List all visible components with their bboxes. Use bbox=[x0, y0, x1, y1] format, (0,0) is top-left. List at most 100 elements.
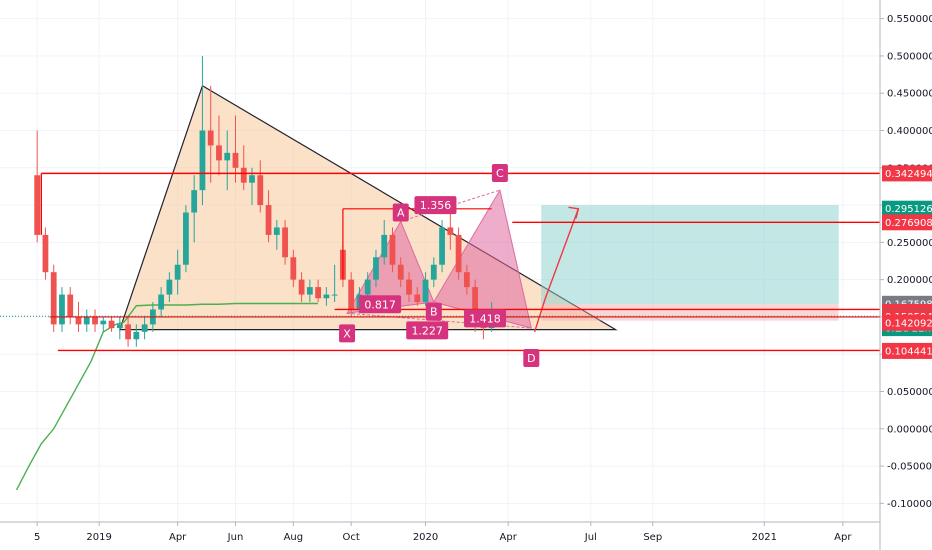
price-tag-text: 0.295126 bbox=[885, 204, 932, 215]
point-label-bg bbox=[523, 348, 540, 367]
y-tick-label: 0.200000 bbox=[887, 275, 932, 286]
point-label-x: X bbox=[339, 324, 356, 343]
price-tag-bg bbox=[882, 342, 932, 359]
candle-body bbox=[364, 279, 371, 295]
ratio-label-text: 1.356 bbox=[420, 199, 452, 212]
candle-body bbox=[224, 152, 231, 161]
point-label-c: C bbox=[491, 164, 508, 183]
candle-body bbox=[290, 257, 297, 280]
ratio-label-text: 1.418 bbox=[469, 312, 501, 325]
ratio-label-bg bbox=[414, 196, 457, 215]
point-label-text: C bbox=[496, 167, 504, 180]
x-tick-label: Jun bbox=[227, 532, 244, 543]
point-label-bg bbox=[491, 164, 508, 183]
candle-body bbox=[397, 264, 404, 280]
target-zone bbox=[533, 205, 839, 333]
point-label-bg bbox=[425, 302, 442, 321]
candle-body bbox=[199, 130, 206, 191]
x-tick-label: Aug bbox=[284, 532, 304, 543]
candle-body bbox=[183, 212, 189, 265]
candle-body bbox=[216, 145, 222, 161]
candle-body bbox=[331, 294, 338, 296]
candle-body bbox=[158, 294, 165, 310]
candle-body bbox=[67, 294, 74, 317]
harmonic-xb bbox=[346, 301, 434, 314]
x-tick-label: Sep bbox=[643, 532, 662, 543]
price-tag: 0.104441 bbox=[882, 342, 932, 359]
ratio-label: 1.227 bbox=[406, 321, 449, 340]
price-tag-text: 0.104441 bbox=[885, 346, 932, 357]
point-label-a: A bbox=[392, 203, 409, 222]
price-tag-bg bbox=[882, 165, 932, 182]
candle-body bbox=[100, 320, 107, 325]
candle-body bbox=[389, 234, 396, 265]
point-label-text: A bbox=[397, 207, 405, 220]
candle-body bbox=[430, 264, 437, 280]
point-label-d: D bbox=[523, 348, 540, 367]
y-tick-label: 0.400000 bbox=[887, 126, 932, 137]
candle-body bbox=[315, 287, 322, 299]
y-tick-label: 0.050000 bbox=[887, 387, 932, 398]
candle-body bbox=[381, 234, 388, 258]
price-tag-bg bbox=[882, 314, 932, 331]
target-zone-box bbox=[541, 205, 839, 305]
candle-body bbox=[439, 227, 445, 265]
candle-body bbox=[34, 175, 41, 235]
x-tick-label: Oct bbox=[343, 532, 360, 543]
candle-body bbox=[455, 234, 462, 273]
candle-body bbox=[298, 279, 305, 295]
candle-body bbox=[348, 279, 355, 310]
price-tag-bg bbox=[882, 200, 932, 217]
candle-body bbox=[83, 316, 90, 325]
price-tag-text: 0.276908 bbox=[885, 218, 932, 229]
ratio-label: 0.817 bbox=[359, 295, 402, 314]
candle-body bbox=[373, 257, 379, 280]
y-tick-label: -0.050000 bbox=[887, 462, 932, 473]
price-tag: 0.276908 bbox=[882, 214, 932, 231]
point-label-text: X bbox=[343, 327, 351, 340]
candle-body bbox=[92, 316, 98, 325]
y-tick-label: 0.000000 bbox=[887, 424, 932, 435]
x-tick-label: Apr bbox=[169, 532, 187, 543]
candle-body bbox=[257, 175, 264, 206]
price-tag-bg bbox=[882, 214, 932, 231]
ratio-label-bg bbox=[464, 309, 507, 328]
candle-body bbox=[207, 130, 214, 146]
candle-body bbox=[75, 316, 82, 325]
candle-body bbox=[414, 294, 421, 303]
candle-body bbox=[240, 167, 247, 183]
point-label-text: B bbox=[430, 306, 438, 319]
candle-body bbox=[108, 320, 115, 329]
price-tags: 0.3424940.2951260.2769080.1675980.156667… bbox=[882, 165, 932, 359]
x-tick-label: Jul bbox=[584, 532, 597, 543]
projection-arrow-head bbox=[568, 206, 580, 219]
point-label-text: D bbox=[527, 352, 535, 365]
harmonic-ratio-labels: 0.817 1.227 1.356 1.418 bbox=[359, 196, 507, 340]
candle-body bbox=[323, 294, 330, 299]
price-tag: 0.342494 bbox=[882, 165, 932, 182]
ratio-label-text: 1.227 bbox=[411, 324, 443, 337]
point-label-bg bbox=[392, 203, 409, 222]
candle-body bbox=[306, 287, 313, 295]
x-tick-label: 5 bbox=[34, 532, 40, 543]
y-tick-label: 0.500000 bbox=[887, 51, 932, 62]
moving-average-line bbox=[15, 302, 319, 491]
candle-body bbox=[249, 175, 255, 183]
candle-body bbox=[232, 152, 239, 168]
stop-zone-box bbox=[541, 304, 839, 321]
candle-body bbox=[406, 279, 412, 295]
candle-body bbox=[463, 272, 470, 288]
moving-average bbox=[15, 302, 319, 491]
ratio-label-bg bbox=[406, 321, 449, 340]
candle-body bbox=[273, 227, 280, 235]
candle-body bbox=[447, 227, 454, 235]
ratio-label-text: 0.817 bbox=[364, 298, 396, 311]
y-tick-label: -0.100000 bbox=[887, 499, 932, 510]
harmonic-point-labels: X A B C D bbox=[339, 164, 540, 367]
candle-body bbox=[191, 190, 198, 213]
candle-body bbox=[422, 279, 429, 303]
x-tick-label: Apr bbox=[500, 532, 518, 543]
projection-arrow bbox=[533, 208, 580, 333]
